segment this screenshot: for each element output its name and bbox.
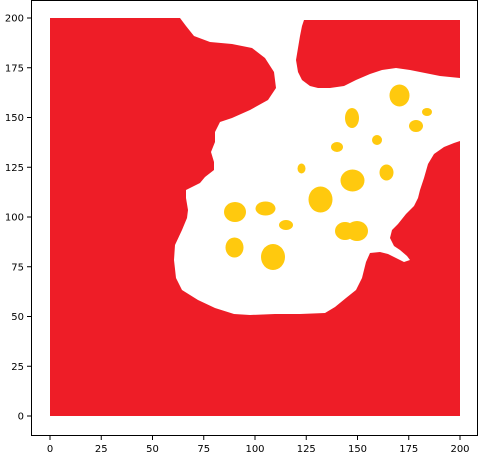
x-tick-label: 100 bbox=[245, 444, 264, 455]
x-tick-label: 25 bbox=[95, 444, 108, 455]
wall-region-2 bbox=[296, 20, 460, 88]
y-tick-label: 200 bbox=[5, 14, 24, 25]
target-blob-3 bbox=[345, 108, 359, 128]
target-blob-1 bbox=[389, 84, 410, 107]
y-tick-label: 0 bbox=[18, 412, 24, 423]
target-blob-11 bbox=[224, 202, 246, 222]
target-blob-8 bbox=[379, 164, 394, 181]
target-blob-7 bbox=[340, 169, 365, 192]
target-blob-4 bbox=[409, 120, 423, 132]
x-tick-label: 50 bbox=[146, 444, 159, 455]
x-axis: 0 25 50 75 100 125 150 175 200 bbox=[47, 436, 470, 455]
y-tick-label: 150 bbox=[5, 113, 24, 124]
wall-region-1 bbox=[50, 18, 460, 416]
x-tick-label: 175 bbox=[399, 444, 418, 455]
y-tick-label: 100 bbox=[5, 213, 24, 224]
y-tick-label: 50 bbox=[11, 312, 24, 323]
target-blob-12 bbox=[255, 201, 276, 216]
axes-frame bbox=[31, 0, 478, 436]
target-blob-15 bbox=[346, 221, 368, 241]
x-tick-label: 150 bbox=[348, 444, 367, 455]
target-blob-6 bbox=[372, 135, 382, 145]
target-blob-5 bbox=[331, 142, 343, 152]
target-blob-17 bbox=[261, 244, 285, 270]
y-axis: 0 25 50 75 100 125 150 175 200 bbox=[5, 14, 31, 423]
x-tick-label: 75 bbox=[197, 444, 210, 455]
y-tick-label: 75 bbox=[11, 262, 24, 273]
target-blob-2 bbox=[422, 108, 432, 116]
map-layer bbox=[50, 18, 460, 416]
target-blob-16 bbox=[225, 237, 244, 258]
x-tick-label: 0 bbox=[47, 444, 53, 455]
x-tick-label: 125 bbox=[297, 444, 316, 455]
y-tick-label: 25 bbox=[11, 362, 24, 373]
target-blob-13 bbox=[279, 220, 293, 230]
y-tick-label: 175 bbox=[5, 63, 24, 74]
target-blob-9 bbox=[297, 163, 306, 174]
target-blob-10 bbox=[308, 186, 333, 213]
x-tick-label: 200 bbox=[450, 444, 469, 455]
y-tick-label: 125 bbox=[5, 163, 24, 174]
plot-area bbox=[31, 0, 478, 436]
